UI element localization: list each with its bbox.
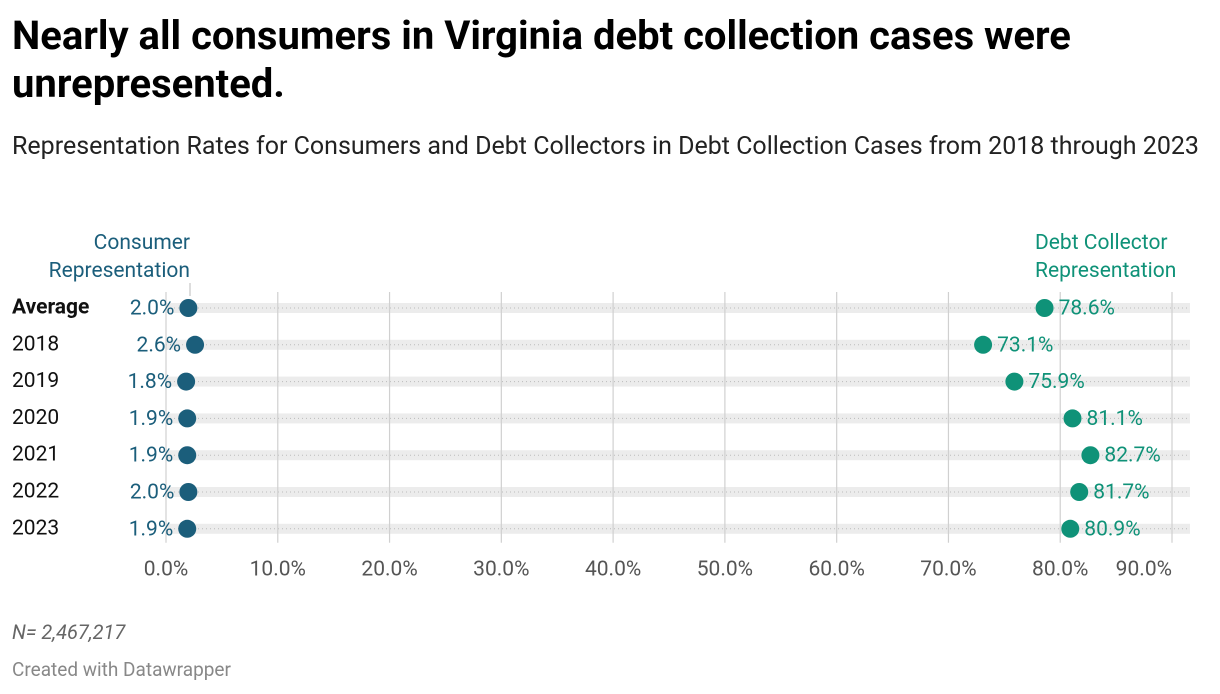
x-tick-label: 30.0% (473, 558, 529, 582)
credit: Created with Datawrapper (12, 658, 231, 681)
y-category-label: 2020 (12, 406, 59, 430)
dot (1061, 519, 1080, 538)
y-category-label: Average (12, 296, 89, 320)
x-tick-label: 60.0% (809, 558, 865, 582)
dot (186, 335, 205, 354)
chart-subtitle: Representation Rates for Consumers and D… (12, 132, 1199, 161)
value-label: 2.0% (130, 297, 175, 321)
value-label: 1.9% (129, 517, 174, 541)
note: N= 2,467,217 (12, 620, 126, 644)
x-tick-label: 40.0% (585, 558, 641, 582)
x-tick-label: 90.0% (1116, 558, 1172, 582)
value-label: 82.7% (1104, 444, 1160, 468)
x-tick-label: 70.0% (920, 558, 976, 582)
x-tick-label: 20.0% (361, 558, 417, 582)
legend-label: Consumer Representation (48, 231, 190, 283)
y-category-label: 2019 (12, 369, 59, 393)
dot (1005, 372, 1024, 391)
value-label: 1.9% (129, 444, 174, 468)
value-label: 81.1% (1087, 407, 1143, 431)
legend-label: Debt Collector Representation (1035, 231, 1177, 283)
value-label: 1.8% (128, 370, 173, 394)
value-label: 2.6% (137, 333, 182, 357)
value-label: 1.9% (129, 407, 174, 431)
dot (179, 299, 198, 317)
dot (177, 372, 196, 391)
x-tick-label: 10.0% (250, 558, 306, 582)
dot (1035, 299, 1054, 317)
dot (178, 446, 197, 465)
dot (1081, 446, 1100, 465)
dot (974, 335, 993, 354)
chart-title: Nearly all consumers in Virginia debt co… (12, 12, 1071, 107)
dot (178, 519, 197, 538)
dot (178, 409, 197, 428)
value-label: 2.0% (130, 481, 175, 505)
value-label: 73.1% (997, 333, 1053, 357)
y-category-label: 2021 (12, 443, 59, 467)
value-label: 80.9% (1084, 517, 1140, 541)
dot (179, 483, 198, 501)
x-tick-label: 0.0% (144, 558, 189, 582)
x-tick-label: 80.0% (1032, 558, 1088, 582)
dot (1063, 409, 1082, 428)
y-category-label: 2018 (12, 332, 59, 356)
value-label: 81.7% (1093, 481, 1149, 505)
dot (1070, 483, 1089, 501)
x-tick-label: 50.0% (697, 558, 753, 582)
y-category-label: 2022 (12, 480, 59, 504)
y-category-label: 2023 (12, 516, 59, 540)
value-label: 78.6% (1059, 297, 1115, 321)
value-label: 75.9% (1028, 370, 1084, 394)
